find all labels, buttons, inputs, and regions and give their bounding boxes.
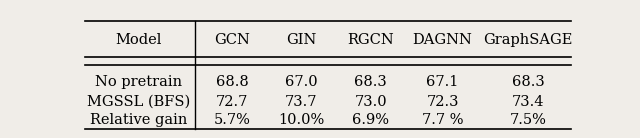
Text: Model: Model: [115, 33, 162, 47]
Text: GraphSAGE: GraphSAGE: [483, 33, 573, 47]
Text: 73.0: 73.0: [355, 95, 387, 109]
Text: DAGNN: DAGNN: [413, 33, 472, 47]
Text: 6.9%: 6.9%: [352, 113, 389, 127]
Text: 68.3: 68.3: [511, 75, 545, 89]
Text: 5.7%: 5.7%: [214, 113, 250, 127]
Text: Relative gain: Relative gain: [90, 113, 188, 127]
Text: 72.3: 72.3: [426, 95, 459, 109]
Text: 72.7: 72.7: [216, 95, 248, 109]
Text: 73.7: 73.7: [285, 95, 317, 109]
Text: 67.0: 67.0: [285, 75, 317, 89]
Text: 68.8: 68.8: [216, 75, 248, 89]
Text: 10.0%: 10.0%: [278, 113, 324, 127]
Text: 68.3: 68.3: [355, 75, 387, 89]
Text: MGSSL (BFS): MGSSL (BFS): [87, 95, 190, 109]
Text: 7.5%: 7.5%: [509, 113, 547, 127]
Text: GCN: GCN: [214, 33, 250, 47]
Text: 7.7 %: 7.7 %: [422, 113, 463, 127]
Text: GIN: GIN: [286, 33, 317, 47]
Text: RGCN: RGCN: [348, 33, 394, 47]
Text: No pretrain: No pretrain: [95, 75, 182, 89]
Text: 67.1: 67.1: [426, 75, 459, 89]
Text: 73.4: 73.4: [512, 95, 544, 109]
